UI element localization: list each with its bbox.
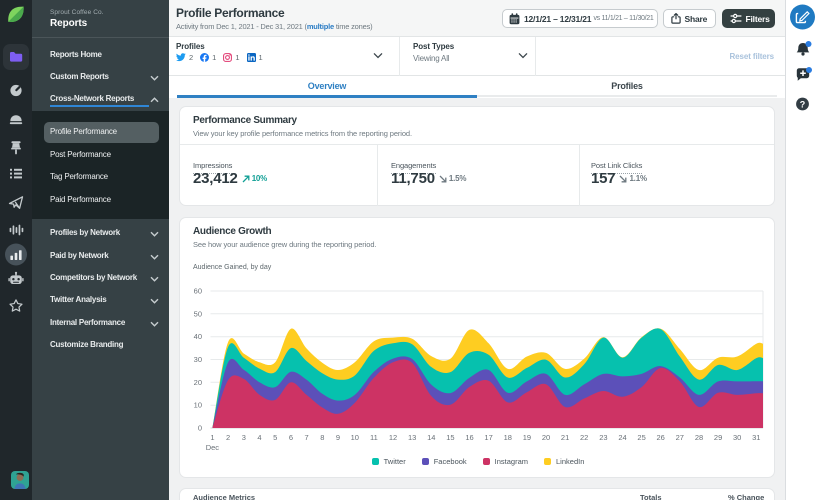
svg-text:20: 20 <box>194 378 202 387</box>
svg-text:19: 19 <box>523 433 531 442</box>
svg-text:22: 22 <box>580 433 588 442</box>
svg-text:?: ? <box>800 100 806 110</box>
svg-text:10: 10 <box>351 433 359 442</box>
svg-text:20: 20 <box>542 433 550 442</box>
svg-text:12: 12 <box>389 433 397 442</box>
svg-text:5: 5 <box>273 433 277 442</box>
svg-text:10: 10 <box>194 401 202 410</box>
svg-text:24: 24 <box>618 433 626 442</box>
svg-text:31: 31 <box>752 433 760 442</box>
svg-text:11: 11 <box>370 433 378 442</box>
svg-text:50: 50 <box>194 309 202 318</box>
svg-text:60: 60 <box>194 287 202 296</box>
svg-text:17: 17 <box>484 433 492 442</box>
svg-text:28: 28 <box>695 433 703 442</box>
svg-text:13: 13 <box>408 433 416 442</box>
svg-text:30: 30 <box>733 433 741 442</box>
svg-text:Dec: Dec <box>206 443 220 452</box>
svg-text:25: 25 <box>637 433 645 442</box>
svg-text:6: 6 <box>289 433 293 442</box>
svg-text:27: 27 <box>676 433 684 442</box>
svg-text:30: 30 <box>194 355 202 364</box>
svg-text:29: 29 <box>714 433 722 442</box>
svg-text:21: 21 <box>561 433 569 442</box>
svg-text:15: 15 <box>446 433 454 442</box>
svg-text:7: 7 <box>305 433 309 442</box>
svg-text:8: 8 <box>320 433 324 442</box>
svg-text:18: 18 <box>504 433 512 442</box>
svg-text:26: 26 <box>657 433 665 442</box>
svg-text:1: 1 <box>210 433 214 442</box>
svg-text:3: 3 <box>242 433 246 442</box>
svg-text:14: 14 <box>427 433 435 442</box>
svg-text:4: 4 <box>257 433 261 442</box>
svg-text:16: 16 <box>465 433 473 442</box>
svg-text:0: 0 <box>198 424 202 433</box>
svg-text:23: 23 <box>599 433 607 442</box>
svg-text:2: 2 <box>226 433 230 442</box>
svg-text:40: 40 <box>194 332 202 341</box>
svg-text:9: 9 <box>336 433 340 442</box>
